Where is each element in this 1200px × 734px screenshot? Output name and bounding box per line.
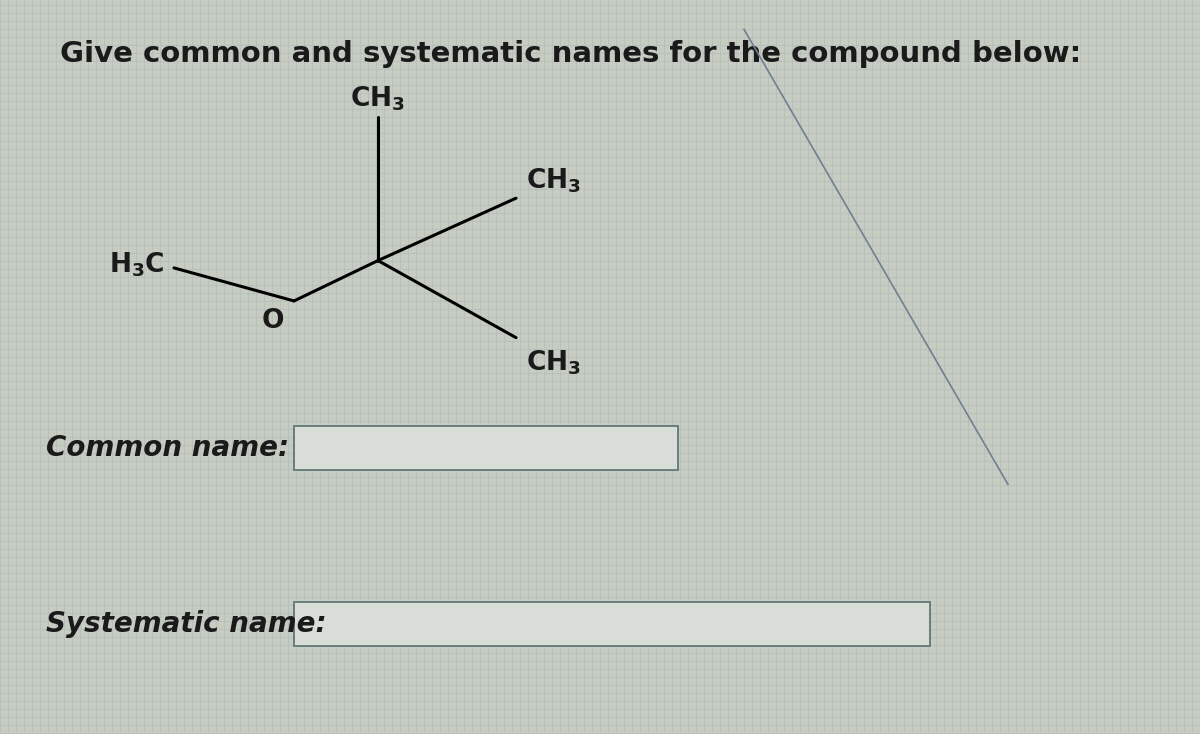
Text: $\mathregular{H_3C}$: $\mathregular{H_3C}$	[109, 251, 164, 279]
Text: $\mathregular{CH_3}$: $\mathregular{CH_3}$	[526, 166, 581, 195]
Text: $\mathregular{CH_3}$: $\mathregular{CH_3}$	[526, 349, 581, 377]
Bar	[294, 426, 678, 470]
Bar	[294, 426, 678, 470]
Bar	[294, 602, 930, 646]
Text: O: O	[262, 308, 284, 334]
Text: $\mathregular{CH_3}$: $\mathregular{CH_3}$	[350, 84, 406, 113]
Text: Common name:: Common name:	[46, 434, 289, 462]
Bar	[294, 602, 930, 646]
Text: Give common and systematic names for the compound below:: Give common and systematic names for the…	[60, 40, 1081, 68]
Text: Systematic name:: Systematic name:	[46, 610, 326, 638]
